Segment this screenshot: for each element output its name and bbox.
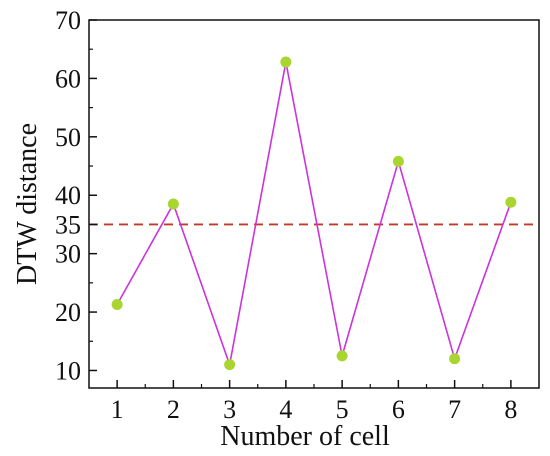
y-tick-label: 50	[55, 123, 81, 152]
data-point-2	[167, 198, 179, 210]
x-tick-label: 3	[223, 395, 236, 424]
plot-frame	[88, 19, 540, 389]
data-point-3	[224, 359, 236, 371]
y-tick-label: 20	[55, 298, 81, 327]
x-tick-label: 2	[167, 395, 180, 424]
data-point-4	[280, 56, 292, 68]
data-point-5	[336, 350, 348, 362]
y-axis-title: DTW distance	[12, 123, 43, 285]
x-axis-ticks: 1 2 3 4 5 6 7 8	[111, 380, 517, 424]
data-point-1	[111, 298, 123, 310]
x-tick-label: 6	[392, 395, 405, 424]
series-line	[116, 61, 512, 368]
x-tick-label: 7	[448, 395, 461, 424]
x-tick-label: 5	[336, 395, 349, 424]
x-tick-label: 1	[111, 395, 124, 424]
x-tick-label: 8	[504, 395, 517, 424]
data-point-7	[449, 353, 461, 365]
data-point-6	[392, 155, 404, 167]
series-points	[111, 56, 517, 371]
series-lines	[116, 61, 512, 368]
y-tick-label: 60	[55, 64, 81, 93]
y-tick-label: 40	[55, 181, 81, 210]
y-tick-label: 10	[55, 356, 81, 385]
y-tick-label: 70	[55, 6, 81, 35]
x-tick-label: 4	[279, 395, 292, 424]
data-point-8	[505, 196, 517, 208]
x-axis-title: Number of cell	[220, 421, 390, 452]
y-tick-label: 30	[55, 240, 81, 269]
y-tick-label: 35	[55, 210, 81, 239]
